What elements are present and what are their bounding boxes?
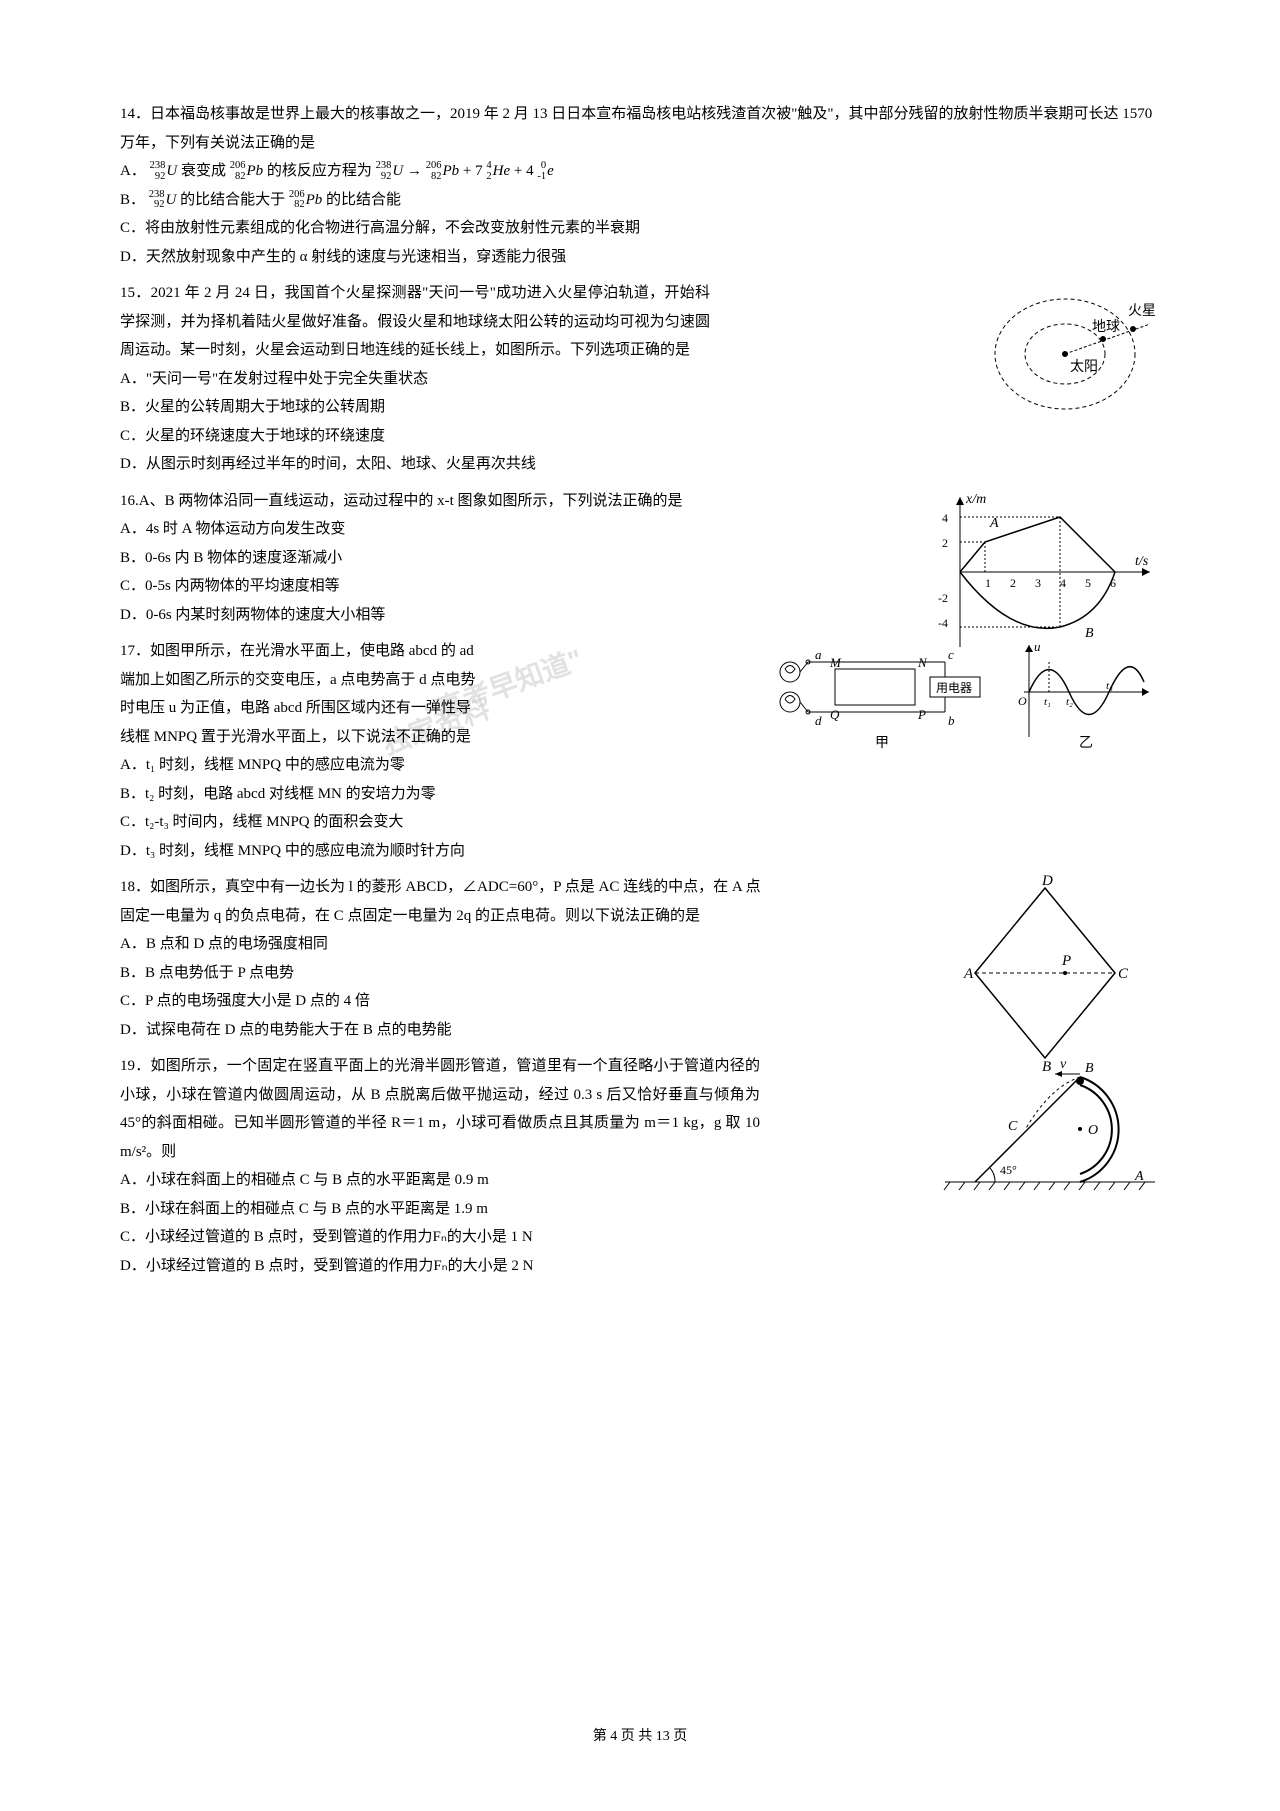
question-19: 19．如图所示，一个固定在竖直平面上的光滑半圆形管道，管道里有一个直径略小于管道… <box>120 1052 1160 1280</box>
q14-optD: D．天然放射现象中产生的 α 射线的速度与光速相当，穿透能力很强 <box>120 243 1160 272</box>
svg-text:2: 2 <box>1010 576 1016 590</box>
svg-text:b: b <box>948 713 955 728</box>
svg-text:t₁: t₁ <box>1044 696 1051 708</box>
svg-text:Q: Q <box>830 707 840 722</box>
q18-stem: 18．如图所示，真空中有一边长为 l 的菱形 ABCD，∠ADC=60°，P 点… <box>120 873 770 930</box>
page-footer: 第 4 页 共 13 页 <box>0 1724 1280 1751</box>
svg-text:-2: -2 <box>938 591 948 605</box>
nuclide: 0-1 <box>537 161 546 182</box>
q16-stem: 16.A、B 两物体沿同一直线运动，运动过程中的 x-t 图象如图所示，下列说法… <box>120 487 710 516</box>
question-17: 17．如图甲所示，在光滑水平面上，使电路 abcd 的 ad 端加上如图乙所示的… <box>120 637 1160 865</box>
svg-text:4: 4 <box>942 511 948 525</box>
q14-optA-mid: 的核反应方程为 <box>267 163 376 179</box>
fig-mars-label: 火星 <box>1128 304 1156 319</box>
svg-text:-4: -4 <box>938 616 948 630</box>
svg-text:d: d <box>815 713 822 728</box>
svg-text:M: M <box>829 655 842 670</box>
q14-optB-end: 的比结合能 <box>326 192 401 208</box>
q14-optC: C．将由放射性元素组成的化合物进行高温分解，不会改变放射性元素的半衰期 <box>120 214 1160 243</box>
svg-text:5: 5 <box>1085 576 1091 590</box>
question-18: 18．如图所示，真空中有一边长为 l 的菱形 ABCD，∠ADC=60°，P 点… <box>120 873 1160 1044</box>
fig-pipe: 45° B A O C v <box>940 1052 1160 1212</box>
svg-text:u: u <box>1034 639 1041 654</box>
ylabel: x/m <box>965 492 986 507</box>
svg-text:O: O <box>1088 1123 1098 1138</box>
svg-text:1: 1 <box>985 576 991 590</box>
svg-text:O: O <box>1018 694 1027 708</box>
svg-text:A: A <box>963 966 974 982</box>
nuclide: 20682 <box>426 161 442 182</box>
svg-text:甲: 甲 <box>875 736 889 751</box>
q17-s3: 时电压 u 为正值，电路 abcd 所围区域内还有一弹性导 <box>120 694 680 723</box>
q17-s1: 17．如图甲所示，在光滑水平面上，使电路 abcd 的 ad <box>120 637 680 666</box>
svg-text:4: 4 <box>1060 576 1066 590</box>
question-14: 14．日本福岛核事故是世界上最大的核事故之一，2019 年 2 月 13 日日本… <box>120 100 1160 271</box>
xlabel: t/s <box>1135 554 1149 569</box>
svg-text:N: N <box>917 655 928 670</box>
q17-s2: 端加上如图乙所示的交变电压，a 点电势高于 d 点电势 <box>120 666 680 695</box>
nuclide: 23892 <box>150 161 166 182</box>
svg-text:3: 3 <box>1035 576 1041 590</box>
svg-text:C: C <box>1118 966 1129 982</box>
q14-stem: 14．日本福岛核事故是世界上最大的核事故之一，2019 年 2 月 13 日日本… <box>120 100 1160 157</box>
svg-text:B: B <box>1085 1061 1094 1076</box>
svg-text:a: a <box>815 647 822 662</box>
q19-stem: 19．如图所示，一个固定在竖直平面上的光滑半圆形管道，管道里有一个直径略小于管道… <box>120 1052 760 1166</box>
q14-optB-prefix: B． <box>120 192 145 208</box>
fig-sun-label: 太阳 <box>1070 359 1098 375</box>
q14-optA-prefix: A． <box>120 163 146 179</box>
nuclide: 23892 <box>149 190 165 211</box>
svg-text:2: 2 <box>942 536 948 550</box>
q17-optC: C．t₂-t₃ 时间内，线框 MNPQ 的面积会变大 <box>120 808 1160 837</box>
fig-xt-graph: x/m t/s 1 2 3 4 5 6 2 4 -2 -4 A B <box>930 487 1160 657</box>
svg-text:c: c <box>948 647 954 662</box>
q14-optB: B． 23892U 的比结合能大于 20682Pb 的比结合能 <box>120 186 1160 215</box>
svg-text:P: P <box>917 707 926 722</box>
q17-optD: D．t₃ 时刻，线框 MNPQ 中的感应电流为顺时针方向 <box>120 837 1160 866</box>
svg-text:v: v <box>1060 1057 1067 1072</box>
svg-text:A: A <box>1134 1169 1144 1184</box>
q14-optA: A． 23892U 衰变成 20682Pb 的核反应方程为 23892U → 2… <box>120 157 1160 186</box>
svg-text:D: D <box>1041 873 1053 889</box>
curve-A: A <box>989 516 999 531</box>
fig-rhombus: A C D B P <box>960 873 1130 1073</box>
q17-optB: B．t₂ 时刻，电路 abcd 对线框 MN 的安培力为零 <box>120 780 1160 809</box>
svg-text:t₂: t₂ <box>1066 696 1073 708</box>
q19-optD: D．小球经过管道的 B 点时，受到管道的作用力Fₙ的大小是 2 N <box>120 1252 1160 1281</box>
nuclide: 42 <box>486 161 491 182</box>
q15-stem: 15．2021 年 2 月 24 日，我国首个火星探测器"天问一号"成功进入火星… <box>120 279 710 365</box>
svg-text:乙: 乙 <box>1079 735 1093 751</box>
q15-optD: D．从图示时刻再经过半年的时间，太阳、地球、火星再次共线 <box>120 450 1160 479</box>
nuclide: 20682 <box>230 161 246 182</box>
question-15: 15．2021 年 2 月 24 日，我国首个火星探测器"天问一号"成功进入火星… <box>120 279 1160 479</box>
q17-s4: 线框 MNPQ 置于光滑水平面上，以下说法不正确的是 <box>120 723 680 752</box>
fig-earth-label: 地球 <box>1092 319 1120 335</box>
svg-text:45°: 45° <box>1000 1163 1017 1177</box>
svg-text:C: C <box>1008 1119 1018 1134</box>
question-16: 16.A、B 两物体沿同一直线运动，运动过程中的 x-t 图象如图所示，下列说法… <box>120 487 1160 630</box>
nuclide: 20682 <box>289 190 305 211</box>
fig-circuits: 用电器 a c d b M N Q P 甲 u O t₁ <box>770 637 1170 757</box>
fig-orbit: 太阳 地球 火星 <box>980 279 1160 429</box>
svg-text:P: P <box>1061 953 1071 969</box>
svg-text:t₃: t₃ <box>1106 680 1113 692</box>
q14-optB-mid: 的比结合能大于 <box>180 192 289 208</box>
q19-optC: C．小球经过管道的 B 点时，受到管道的作用力Fₙ的大小是 1 N <box>120 1223 1160 1252</box>
svg-text:用电器: 用电器 <box>936 681 972 695</box>
nuclide: 23892 <box>376 161 392 182</box>
